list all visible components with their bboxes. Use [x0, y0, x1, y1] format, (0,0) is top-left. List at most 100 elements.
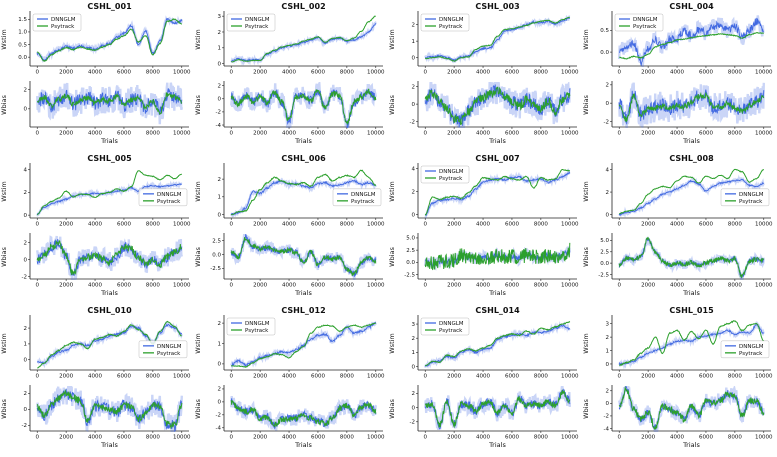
x-tick-label: 2000 [59, 222, 73, 228]
y-tick-label: 3 [606, 322, 610, 328]
x-tick-label: 2000 [641, 374, 655, 380]
x-tick-label: 8000 [534, 374, 548, 380]
y-tick-label: 1 [412, 39, 416, 45]
x-tick-label: 8000 [340, 131, 354, 137]
y-axis-label: Wbias [582, 399, 590, 419]
subplot-svg-CSHL_006: CSHL_006 0 1 2 0 2000 4000 6000 8000 10000 Wstim DN… [194, 154, 385, 297]
psytrack-line [618, 236, 765, 278]
x-tick-label: 2000 [641, 70, 655, 76]
x-tick-label: 0 [423, 283, 427, 289]
x-tick-label: 8000 [728, 435, 742, 441]
x-axis-label: Trials [488, 441, 506, 449]
legend-entry-label: DNNGLM [439, 17, 464, 23]
x-tick-label: 0 [229, 283, 233, 289]
legend-entry-label: DNNGLM [245, 17, 270, 23]
y-tick-label: 0 [218, 97, 222, 103]
x-tick-label: 0 [617, 131, 621, 137]
x-tick-label: 8000 [340, 374, 354, 380]
y-tick-label: 0 [24, 257, 28, 263]
psytrack-line [36, 388, 183, 430]
x-tick-label: 10000 [755, 222, 773, 228]
x-tick-label: 8000 [146, 222, 160, 228]
y-tick-label: 2 [606, 389, 610, 395]
legend-entry-label: DNNGLM [245, 321, 270, 327]
x-tick-label: 10000 [561, 374, 579, 380]
legend-entry-label: DNNGLM [51, 17, 76, 23]
subplot-svg-CSHL_003: CSHL_003 0 1 2 0 2000 4000 6000 8000 10000 Wstim DN… [388, 2, 579, 145]
subplot-group-CSHL_007: CSHL_007 0 2 4 0 2000 4000 6000 8000 10000 Wstim DN… [388, 152, 582, 304]
legend-entry-label: Psytrack [245, 24, 269, 30]
x-tick-label: 0 [423, 435, 427, 441]
x-tick-label: 2000 [641, 222, 655, 228]
x-tick-label: 10000 [173, 131, 191, 137]
y-tick-label: -2 [22, 274, 27, 280]
x-axis-label: Trials [100, 137, 118, 145]
y-tick-label: -2.5 [210, 266, 221, 272]
x-tick-label: 2000 [59, 435, 73, 441]
x-tick-label: 2000 [641, 283, 655, 289]
y-tick-label: -2 [216, 413, 221, 419]
y-tick-label: 4 [412, 166, 416, 172]
x-axis-label: Trials [294, 289, 312, 297]
x-tick-label: 8000 [534, 131, 548, 137]
y-tick-label: 0 [412, 405, 416, 411]
subplot-group-CSHL_006: CSHL_006 0 1 2 0 2000 4000 6000 8000 10000 Wstim DN… [194, 152, 388, 304]
y-tick-label: 0.5 [18, 42, 27, 48]
x-tick-label: 4000 [282, 374, 296, 380]
x-tick-label: 6000 [117, 70, 131, 76]
x-tick-label: 2000 [447, 283, 461, 289]
y-axis-label: Wbias [194, 247, 202, 267]
x-tick-label: 6000 [699, 283, 713, 289]
psytrack-line [231, 169, 377, 216]
subplot-title: CSHL_007 [475, 154, 519, 163]
y-tick-label: -4 [604, 426, 610, 432]
y-tick-label: 2 [606, 335, 610, 341]
x-tick-label: 4000 [282, 222, 296, 228]
dnnglm-line [618, 178, 764, 217]
y-tick-label: 3 [412, 322, 416, 328]
legend-entry-label: Psytrack [245, 328, 269, 334]
legend-entry-label: DNNGLM [739, 192, 764, 198]
x-axis-label: Trials [294, 441, 312, 449]
subplot-svg-CSHL_002: CSHL_002 0 1 2 3 0 2000 4000 6000 8000 10000 Wstim D… [194, 2, 385, 145]
legend-entry-label: DNNGLM [633, 17, 658, 23]
legend-entry-label: Psytrack [439, 24, 463, 30]
y-tick-label: 0 [606, 101, 610, 107]
x-tick-label: 8000 [340, 283, 354, 289]
x-tick-label: 4000 [88, 222, 102, 228]
x-tick-label: 0 [423, 222, 427, 228]
legend-entry-label: Psytrack [157, 351, 181, 357]
y-axis-label: Wstim [194, 29, 202, 50]
subplot-group-CSHL_010: CSHL_010 0 1 2 0 2000 4000 6000 8000 10000 Wstim DN… [0, 304, 194, 456]
x-tick-label: 0 [35, 222, 39, 228]
x-tick-label: 10000 [367, 374, 385, 380]
y-tick-label: 0 [24, 213, 28, 219]
y-tick-label: 1 [24, 342, 28, 348]
dnnglm-line [424, 324, 570, 367]
x-tick-label: 0 [423, 374, 427, 380]
x-tick-label: 6000 [699, 131, 713, 137]
psytrack-line [230, 88, 377, 126]
x-tick-label: 4000 [88, 283, 102, 289]
x-tick-label: 0 [617, 283, 621, 289]
subplot-group-CSHL_002: CSHL_002 0 1 2 3 0 2000 4000 6000 8000 10000 Wstim D… [194, 0, 388, 152]
dnnglm-uncertainty-band [36, 82, 183, 125]
x-tick-label: 2000 [253, 70, 267, 76]
x-axis-label: Trials [100, 289, 118, 297]
psytrack-line [36, 170, 183, 216]
y-tick-label: 0 [606, 401, 610, 407]
y-tick-label: 2 [24, 240, 28, 246]
y-tick-label: 0 [24, 407, 28, 413]
y-tick-label: 2 [218, 83, 222, 89]
y-tick-label: 2 [606, 190, 610, 196]
subplot-title: CSHL_005 [87, 154, 132, 163]
x-tick-label: 4000 [670, 374, 684, 380]
subplot-group-CSHL_014: CSHL_014 0 1 2 3 0 2000 4000 6000 8000 10000 Wstim D… [388, 304, 582, 456]
subplot-group-CSHL_004: CSHL_004 0.0 0.5 0 2000 4000 6000 8000 10000 Wsti… [582, 0, 776, 152]
subplot-title: CSHL_001 [87, 2, 132, 11]
subplot-title: CSHL_010 [87, 306, 132, 315]
